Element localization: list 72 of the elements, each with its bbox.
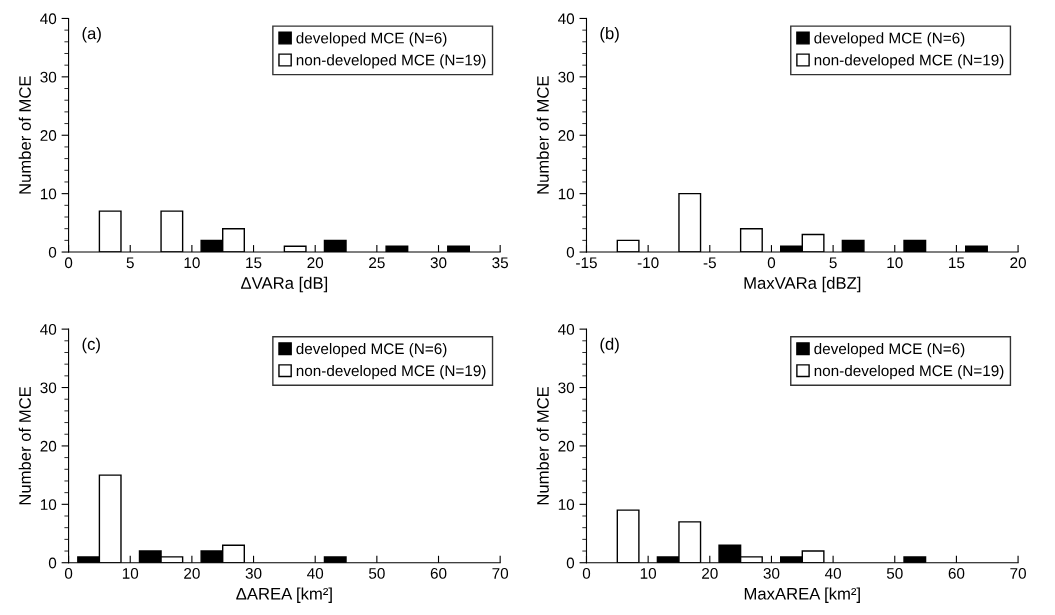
x-tick-label: 0 — [582, 567, 591, 579]
y-axis-title: Number of MCE — [536, 76, 549, 194]
x-tick-label: -10 — [637, 257, 659, 269]
legend-label: non-developed MCE (N=19) — [814, 54, 1004, 69]
y-axis-title: Number of MCE — [18, 386, 31, 505]
y-tick-label: 10 — [558, 188, 575, 200]
x-tick-label: 5 — [829, 257, 837, 269]
x-tick-label: 70 — [1010, 567, 1026, 579]
legend-label: developed MCE (N=6) — [814, 342, 965, 358]
legend-label: developed MCE (N=6) — [814, 32, 965, 47]
y-tick-label: 10 — [40, 188, 57, 200]
x-tick-label: 20 — [702, 567, 718, 579]
annotation: (d) — [600, 337, 619, 354]
x-tick-label: 30 — [763, 567, 780, 579]
y-tick-label: 30 — [558, 71, 575, 83]
annotation: (c) — [82, 337, 100, 354]
y-tick-label: 0 — [48, 557, 57, 569]
y-tick-label: 0 — [566, 557, 575, 569]
x-tick-label: -5 — [703, 257, 716, 269]
x-tick-label: 15 — [246, 257, 262, 269]
y-tick-label: 20 — [558, 130, 575, 141]
y-tick-label: 10 — [558, 499, 575, 511]
legend-label: non-developed MCE (N=19) — [814, 364, 1004, 380]
x-tick-label: 10 — [887, 257, 903, 269]
y-axis-title: Number of MCE — [18, 76, 31, 194]
y-tick-label: 40 — [40, 324, 57, 335]
x-tick-label: 20 — [307, 257, 324, 269]
x-tick-label: 15 — [949, 257, 965, 269]
y-axis-title: Number of MCE — [536, 386, 549, 505]
x-axis-title: ΔVARa [dB] — [241, 276, 328, 293]
y-tick-label: 40 — [558, 324, 575, 335]
x-tick-label: 30 — [430, 257, 447, 269]
y-tick-label: 30 — [558, 382, 575, 394]
x-tick-label: 60 — [948, 567, 965, 579]
x-tick-label: -15 — [576, 257, 597, 269]
y-tick-label: 20 — [558, 440, 575, 452]
x-axis-title: MaxAREA [km²] — [744, 587, 860, 603]
x-tick-label: 30 — [245, 567, 262, 579]
x-axis-title: ΔAREA [km²] — [236, 587, 332, 603]
x-tick-label: 10 — [640, 567, 657, 579]
x-tick-label: 60 — [430, 567, 447, 579]
y-tick-label: 40 — [40, 13, 57, 25]
y-tick-label: 10 — [40, 499, 57, 511]
y-tick-label: 30 — [40, 382, 57, 394]
x-tick-label: 5 — [126, 257, 134, 269]
x-tick-label: 40 — [307, 567, 324, 579]
y-tick-label: 40 — [558, 13, 575, 25]
x-tick-label: 70 — [492, 567, 509, 579]
y-tick-label: 0 — [48, 246, 57, 258]
annotation: (a) — [82, 27, 101, 43]
x-tick-label: 0 — [64, 257, 73, 269]
y-tick-label: 20 — [40, 440, 57, 452]
x-tick-label: 20 — [1010, 257, 1026, 269]
x-tick-label: 25 — [369, 257, 385, 269]
x-axis-title: MaxVARa [dBZ] — [744, 276, 861, 293]
legend-label: developed MCE (N=6) — [296, 32, 447, 47]
x-tick-label: 50 — [368, 567, 385, 579]
legend-label: developed MCE (N=6) — [296, 342, 447, 358]
y-tick-label: 20 — [40, 130, 57, 141]
x-tick-label: 0 — [767, 257, 776, 269]
annotation: (b) — [600, 27, 619, 43]
x-tick-label: 10 — [122, 567, 139, 579]
x-tick-label: 40 — [824, 567, 842, 579]
legend-label: non-developed MCE (N=19) — [296, 364, 486, 380]
x-tick-label: 20 — [184, 567, 200, 579]
x-tick-label: 0 — [64, 567, 73, 579]
y-tick-label: 30 — [40, 71, 57, 83]
y-tick-label: 0 — [566, 246, 575, 258]
legend-label: non-developed MCE (N=19) — [296, 54, 486, 69]
x-tick-label: 35 — [492, 257, 509, 269]
x-tick-label: 50 — [886, 567, 903, 579]
x-tick-label: 10 — [184, 257, 200, 269]
